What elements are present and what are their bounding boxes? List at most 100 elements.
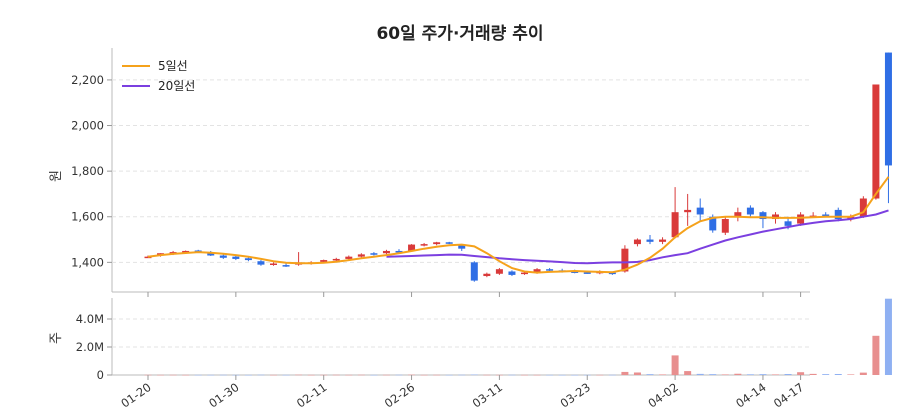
volume-bar: [659, 374, 667, 375]
candle-body: [508, 271, 516, 275]
candle-body: [847, 216, 855, 220]
volume-bar: [395, 374, 403, 376]
candle: [734, 207, 742, 222]
candle: [671, 187, 679, 239]
candle-body: [709, 216, 717, 231]
volume-bar: [822, 374, 830, 375]
volume-bar: [270, 374, 277, 376]
candle-body: [734, 212, 742, 217]
volume-bar: [834, 374, 842, 375]
volume-bar: [809, 373, 817, 375]
volume-bar: [859, 372, 867, 375]
candle-body: [470, 262, 478, 281]
candle-body: [382, 250, 390, 254]
volume-bar: [244, 374, 252, 376]
volume-bar: [709, 374, 717, 375]
volume-tick-label: 2.0M: [76, 340, 104, 354]
candle: [659, 237, 667, 245]
candle: [859, 196, 867, 218]
candle: [621, 245, 629, 273]
candle-body: [345, 256, 353, 259]
price-tick-label: 2,200: [71, 73, 104, 87]
candle: [495, 268, 503, 275]
volume-bar: [408, 374, 416, 376]
volume-bar: [194, 374, 202, 376]
volume-bar: [872, 335, 880, 375]
volume-bar: [207, 374, 215, 376]
price-tick-label: 1,600: [71, 210, 104, 224]
volume-bar: [608, 374, 616, 376]
candle: [872, 84, 880, 200]
price-tick-label: 2,000: [71, 119, 104, 133]
candle-body: [495, 269, 503, 274]
volume-bar: [797, 372, 805, 375]
volume-bar: [696, 373, 704, 375]
candle-body: [420, 244, 428, 246]
candle-body: [859, 198, 867, 217]
candle-body: [696, 207, 704, 215]
volume-bar: [596, 374, 604, 376]
x-tick-label: 04-02: [645, 380, 680, 411]
candle: [633, 238, 641, 247]
candle-body: [282, 265, 290, 267]
candle-body: [458, 245, 466, 249]
candle: [834, 207, 842, 222]
volume-bar: [884, 298, 892, 375]
x-tick-label: 03-23: [558, 380, 593, 411]
candle-body: [445, 242, 453, 244]
volume-tick-label: 0: [97, 368, 104, 382]
candle-body: [207, 252, 215, 256]
candle-body: [684, 209, 692, 213]
volume-bar: [382, 374, 390, 376]
candle-body: [746, 207, 754, 215]
volume-bar: [847, 374, 855, 375]
candle-body: [646, 239, 654, 242]
volume-bar: [558, 374, 566, 376]
volume-bar: [621, 371, 629, 375]
candlesticks: [144, 52, 892, 282]
volume-bar: [633, 372, 641, 375]
volume-panel: 0 2.0M 4.0M 01-20 01-30 02-11 02-26 03-11 03-23…: [49, 298, 892, 411]
candle-body: [182, 250, 190, 253]
x-tick-label: 02-26: [382, 380, 417, 411]
volume-bar: [784, 374, 792, 375]
candle: [746, 205, 754, 217]
candle: [508, 270, 516, 277]
volume-y-ticks: 0 2.0M 4.0M: [76, 312, 112, 382]
candle: [370, 252, 378, 256]
candle: [721, 216, 729, 235]
candle-body: [332, 258, 340, 261]
candle-body: [621, 248, 629, 272]
volume-bar: [182, 374, 190, 376]
volume-bar: [433, 374, 441, 376]
candle: [646, 234, 654, 245]
legend: 5일선 20일선: [122, 59, 195, 93]
price-tick-label: 1,800: [71, 164, 104, 178]
candle: [445, 241, 453, 245]
legend-ma5-label: 5일선: [158, 59, 188, 73]
volume-bar: [282, 374, 290, 376]
candle-body: [433, 242, 441, 245]
candle-body: [659, 239, 667, 242]
price-panel: 1,400 1,600 1,800 2,000 2,200 원: [49, 48, 892, 297]
volume-bar: [307, 374, 315, 376]
candle: [382, 249, 390, 255]
price-tick-label: 1,400: [71, 255, 104, 269]
candle: [470, 261, 478, 282]
candle: [332, 257, 340, 262]
candle-body: [546, 269, 554, 271]
price-x-ticks: [147, 292, 802, 297]
volume-bar: [332, 374, 340, 376]
volume-bar: [257, 374, 265, 376]
candle-body: [797, 214, 805, 224]
volume-x-ticks: 01-20 01-30 02-11 02-26 03-11 03-23 04-02 04-14…: [118, 375, 806, 411]
x-tick-label: 01-20: [118, 380, 153, 411]
volume-bars: [144, 298, 892, 376]
candle-body: [169, 252, 177, 254]
candle-body: [884, 52, 892, 166]
candle: [345, 255, 353, 260]
ma20-line: [386, 209, 889, 265]
legend-ma20-label: 20일선: [158, 79, 195, 93]
x-tick-label: 01-30: [206, 380, 241, 411]
candle-body: [270, 263, 277, 265]
